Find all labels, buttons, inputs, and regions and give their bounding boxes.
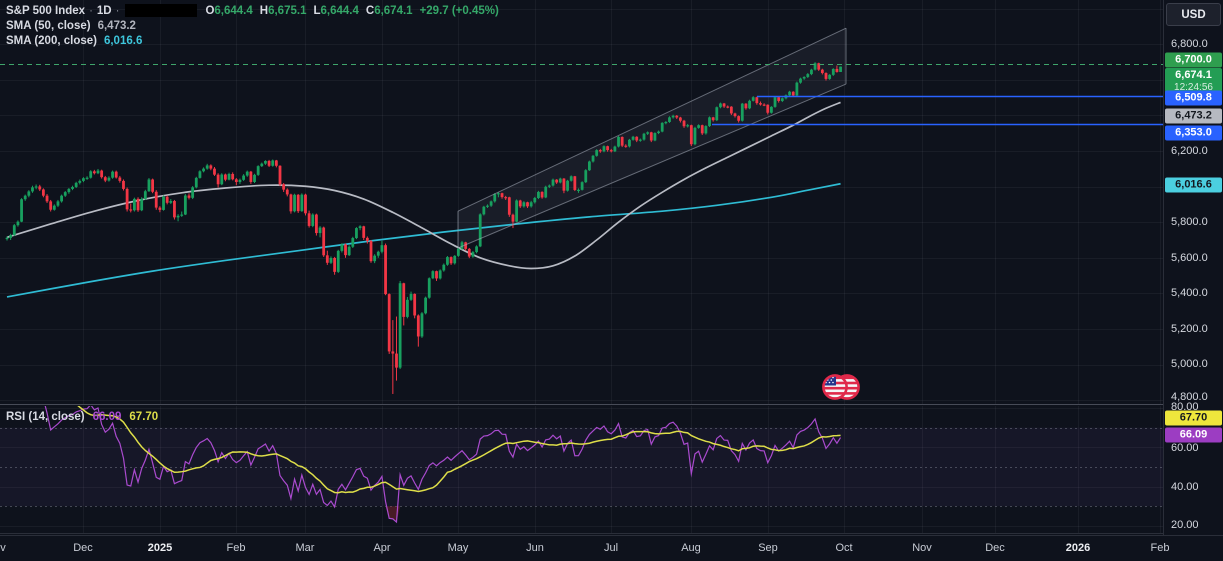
high-label: H bbox=[259, 4, 269, 17]
time-axis-tick: Apr bbox=[373, 542, 391, 554]
indicator-legend-sma50[interactable]: SMA (50, close) 6,473.2 bbox=[6, 18, 499, 33]
time-axis-tick: Feb bbox=[1150, 542, 1170, 554]
rsi-legend[interactable]: RSI (14, close) 66.09 67.70 bbox=[6, 409, 158, 424]
price-axis-label: 40.00 bbox=[1171, 481, 1199, 493]
price-axis-label: 5,400.0 bbox=[1171, 287, 1208, 299]
change-value: +29.7 (+0.45%) bbox=[419, 4, 499, 17]
legend-separator: · bbox=[89, 4, 93, 17]
rsi-ma-legend-value: 67.70 bbox=[129, 410, 159, 423]
price-axis-label: 5,200.0 bbox=[1171, 323, 1208, 335]
time-axis-tick: Nov bbox=[0, 542, 6, 554]
price-axis-label: 20.00 bbox=[1171, 519, 1199, 531]
time-axis-tick: Oct bbox=[835, 542, 853, 554]
price-axis-label: 5,000.0 bbox=[1171, 358, 1208, 370]
close-value: 6,674.1 bbox=[374, 4, 413, 17]
rsi-value-badge: 66.09 bbox=[1165, 427, 1222, 443]
price-axis-label: 5,800.0 bbox=[1171, 216, 1208, 228]
low-value: 6,644.4 bbox=[320, 4, 359, 17]
indicator-legend-sma200[interactable]: SMA (200, close) 6,016.6 bbox=[6, 33, 499, 48]
time-axis[interactable]: Nov Dec 2025 Feb Mar Apr May Jun Jul Aug Sep Oct Nov… bbox=[0, 535, 1223, 561]
sma200-legend-value: 6,016.6 bbox=[103, 34, 143, 47]
time-axis-tick: Nov bbox=[912, 542, 932, 554]
time-axis-tick: Dec bbox=[73, 542, 93, 554]
time-axis-tick: Dec bbox=[985, 542, 1005, 554]
price-axis-label: 6,200.0 bbox=[1171, 145, 1208, 157]
price-axis-label: 6,800.0 bbox=[1171, 38, 1208, 50]
sma200-name: SMA (200, close) bbox=[6, 34, 97, 47]
currency-unit-button[interactable]: USD bbox=[1166, 3, 1221, 26]
close-label: C bbox=[365, 4, 375, 17]
time-axis-tick: Sep bbox=[758, 542, 778, 554]
sma50-legend-value: 6,473.2 bbox=[97, 19, 136, 32]
rsi-legend-value: 66.09 bbox=[92, 410, 122, 423]
high-value: 6,675.1 bbox=[268, 4, 307, 17]
time-axis-tick: May bbox=[447, 542, 469, 554]
symbol-legend-row[interactable]: S&P 500 Index · 1D · O 6,644.4 H 6,675.1 L… bbox=[6, 3, 499, 18]
time-axis-tick: 2026 bbox=[1065, 542, 1091, 554]
level-6509-badge: 6,509.8 bbox=[1165, 90, 1222, 106]
level-6353-badge: 6,353.0 bbox=[1165, 125, 1222, 141]
ohlc-values: O 6,644.4 H 6,675.1 L 6,644.4 C 6,674.1 +29.… bbox=[203, 5, 498, 17]
time-axis-tick: Feb bbox=[226, 542, 246, 554]
sma50-name: SMA (50, close) bbox=[6, 19, 91, 32]
time-axis-tick: 2025 bbox=[147, 542, 173, 554]
symbol-title: S&P 500 Index bbox=[6, 4, 86, 17]
time-axis-tick: Jul bbox=[603, 542, 619, 554]
legend-separator: · bbox=[115, 4, 120, 17]
price-axis[interactable]: 6,800.0 6,200.0 5,800.0 5,600.0 5,400.0 5,200… bbox=[1163, 0, 1223, 535]
last-price-badge: 6,674.1 12:24:56 bbox=[1165, 68, 1222, 94]
alert-level-6700-badge: 6,700.0 bbox=[1165, 52, 1222, 68]
price-axis-label: 60.00 bbox=[1171, 442, 1199, 454]
symbol-logo-icon bbox=[820, 371, 864, 403]
time-axis-tick: Aug bbox=[681, 542, 701, 554]
price-axis-label: 4,800.0 bbox=[1171, 391, 1208, 403]
rsi-ma-value-badge: 67.70 bbox=[1165, 410, 1222, 426]
open-value: 6,644.4 bbox=[214, 4, 253, 17]
chart-legend: S&P 500 Index · 1D · O 6,644.4 H 6,675.1 L… bbox=[6, 3, 499, 48]
timeframe-label: 1D bbox=[96, 4, 112, 17]
redacted-source-box bbox=[125, 4, 198, 17]
time-axis-tick: Mar bbox=[295, 542, 315, 554]
pane-separator[interactable] bbox=[0, 404, 1223, 405]
time-axis-tick: Jun bbox=[526, 542, 544, 554]
sma50-value-badge: 6,473.2 bbox=[1165, 108, 1222, 124]
price-axis-label: 80.00 bbox=[1171, 401, 1199, 413]
rsi-name: RSI (14, close) bbox=[6, 410, 85, 423]
price-chart-canvas[interactable] bbox=[0, 0, 1163, 533]
low-label: L bbox=[313, 4, 321, 17]
open-label: O bbox=[205, 4, 215, 17]
pane-separator-bottom[interactable] bbox=[0, 533, 1223, 534]
price-axis-label: 5,600.0 bbox=[1171, 252, 1208, 264]
sma200-value-badge: 6,016.6 bbox=[1165, 177, 1222, 193]
